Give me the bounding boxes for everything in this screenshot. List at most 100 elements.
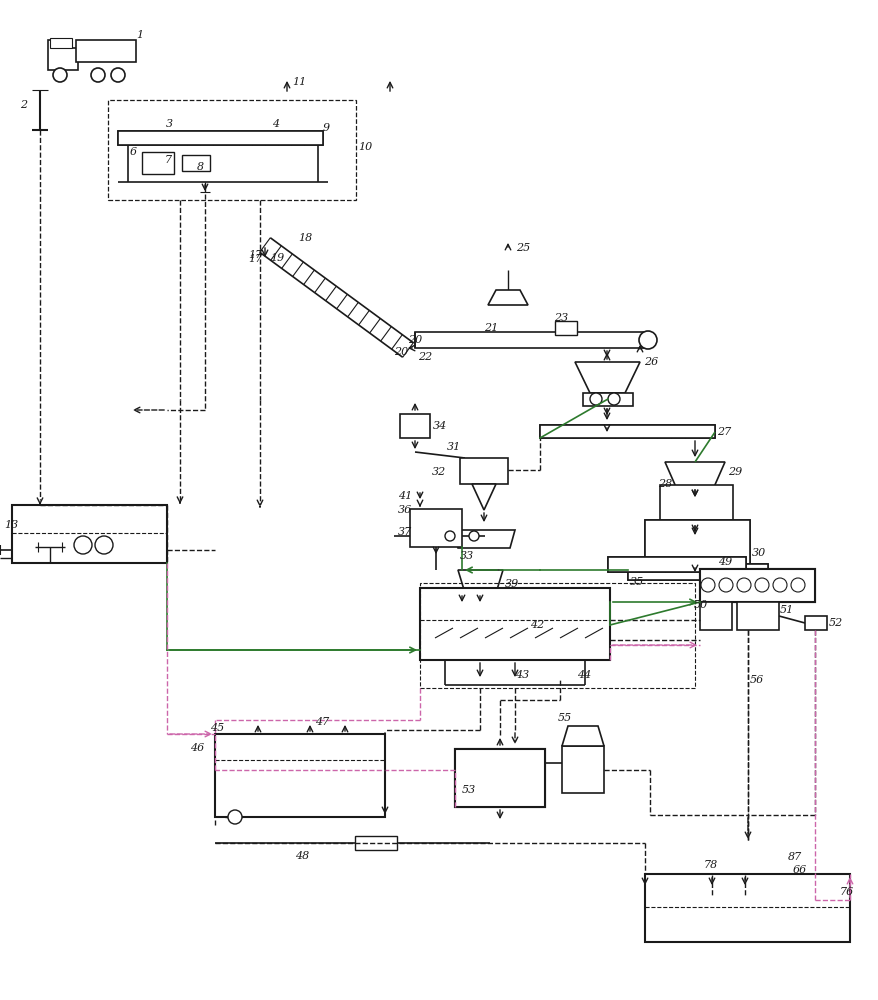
Bar — [627, 564, 767, 580]
Text: 56: 56 — [749, 675, 763, 685]
Circle shape — [53, 68, 67, 82]
Circle shape — [95, 536, 113, 554]
Text: 22: 22 — [418, 352, 432, 362]
Text: 42: 42 — [529, 620, 543, 630]
Bar — [659, 485, 732, 523]
Bar — [76, 40, 136, 62]
Circle shape — [772, 578, 786, 592]
Text: 53: 53 — [462, 785, 476, 795]
Bar — [736, 602, 778, 630]
Text: 37: 37 — [398, 527, 412, 537]
Text: 29: 29 — [727, 467, 741, 477]
Text: 36: 36 — [398, 505, 412, 515]
Text: 34: 34 — [433, 421, 447, 431]
Bar — [561, 746, 603, 793]
Polygon shape — [665, 462, 724, 487]
Circle shape — [718, 578, 732, 592]
Bar — [215, 734, 385, 817]
Text: 23: 23 — [553, 313, 567, 323]
Polygon shape — [471, 484, 495, 510]
Text: 46: 46 — [190, 743, 204, 753]
Text: 44: 44 — [576, 670, 591, 680]
Bar — [699, 602, 731, 630]
Text: 6: 6 — [130, 147, 137, 157]
Text: 21: 21 — [484, 323, 498, 333]
Text: 39: 39 — [505, 579, 519, 589]
Bar — [582, 393, 632, 406]
Text: 87: 87 — [787, 852, 802, 862]
Text: 26: 26 — [644, 357, 658, 367]
Text: 20: 20 — [407, 335, 421, 345]
Text: 1: 1 — [136, 30, 143, 40]
Text: 27: 27 — [716, 427, 730, 437]
Text: 17: 17 — [248, 250, 262, 260]
Text: 78: 78 — [703, 860, 717, 870]
Polygon shape — [561, 726, 603, 746]
Bar — [420, 583, 694, 688]
Bar — [414, 332, 647, 348]
Text: 3: 3 — [166, 119, 173, 129]
Bar — [142, 152, 174, 174]
Text: 32: 32 — [431, 467, 446, 477]
Circle shape — [608, 393, 619, 405]
Text: 13: 13 — [4, 520, 18, 530]
Bar — [118, 131, 322, 145]
Bar — [420, 588, 609, 660]
Bar — [627, 564, 767, 580]
Text: 4: 4 — [271, 119, 279, 129]
Circle shape — [790, 578, 804, 592]
Circle shape — [469, 531, 479, 541]
Polygon shape — [459, 458, 507, 484]
Text: 31: 31 — [447, 442, 461, 452]
Text: 28: 28 — [658, 479, 672, 489]
Circle shape — [589, 393, 601, 405]
Text: 7: 7 — [165, 155, 172, 165]
Text: 66: 66 — [792, 865, 806, 875]
Bar — [554, 321, 576, 335]
Bar — [608, 557, 745, 572]
Text: 2: 2 — [20, 100, 27, 110]
Text: 30: 30 — [752, 548, 766, 558]
Text: 11: 11 — [291, 77, 306, 87]
Bar — [644, 520, 749, 565]
Polygon shape — [48, 40, 78, 70]
Text: 45: 45 — [210, 723, 224, 733]
Text: 48: 48 — [295, 851, 309, 861]
Bar — [12, 505, 167, 563]
Circle shape — [754, 578, 768, 592]
Bar — [108, 100, 356, 200]
Bar — [355, 836, 397, 850]
Bar — [182, 155, 210, 171]
Bar — [118, 131, 322, 145]
Text: 35: 35 — [630, 577, 644, 587]
Text: 49: 49 — [717, 557, 731, 567]
Text: 51: 51 — [779, 605, 794, 615]
Bar — [409, 509, 462, 547]
Polygon shape — [457, 570, 502, 593]
Text: 55: 55 — [558, 713, 572, 723]
Text: 43: 43 — [515, 670, 529, 680]
Circle shape — [227, 810, 241, 824]
Circle shape — [638, 331, 656, 349]
Circle shape — [736, 578, 750, 592]
Bar — [644, 874, 849, 942]
Circle shape — [111, 68, 125, 82]
Text: 20: 20 — [393, 347, 407, 357]
Text: 33: 33 — [459, 551, 474, 561]
Bar — [699, 569, 814, 602]
Bar — [608, 557, 745, 572]
Circle shape — [444, 531, 455, 541]
Polygon shape — [452, 530, 515, 548]
Bar — [539, 425, 714, 438]
Bar — [644, 520, 749, 565]
Text: 18: 18 — [298, 233, 312, 243]
Text: 76: 76 — [839, 887, 853, 897]
Bar — [699, 569, 814, 602]
Text: 9: 9 — [322, 123, 330, 133]
Circle shape — [91, 68, 104, 82]
Text: 41: 41 — [398, 491, 412, 501]
Bar — [539, 425, 714, 438]
Text: 50: 50 — [694, 600, 708, 610]
Bar — [399, 414, 429, 438]
Bar — [455, 749, 544, 807]
